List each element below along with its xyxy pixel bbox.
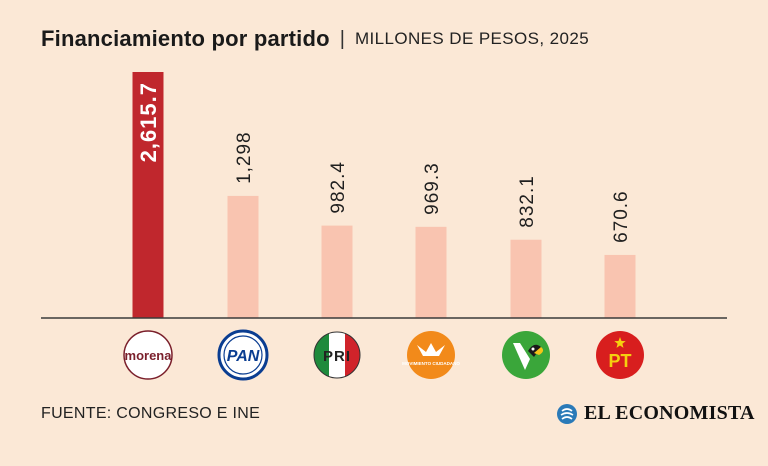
bar xyxy=(604,254,636,318)
chart-subtitle: MILLONES DE PESOS, 2025 xyxy=(354,29,590,48)
pt-logo-icon: PT xyxy=(596,331,644,379)
data-label: 2,615.7 xyxy=(136,82,161,162)
eagle-icon xyxy=(417,343,445,356)
bar xyxy=(510,239,542,318)
data-label: 832.1 xyxy=(517,175,538,228)
brand: EL ECONOMISTA xyxy=(556,402,755,425)
bar xyxy=(227,195,259,318)
pan-logo-icon: PAN xyxy=(217,329,269,381)
pvem-logo-icon xyxy=(502,331,550,379)
mc-logo-text: MOVIMIENTO CIUDADANO xyxy=(402,361,460,366)
star-icon xyxy=(614,337,626,348)
morena-logo-text: morena xyxy=(125,348,173,363)
brand-name: EL ECONOMISTA xyxy=(584,402,755,424)
toucan-icon xyxy=(528,344,541,357)
pt-logo-text: PT xyxy=(608,351,631,371)
bar xyxy=(415,226,447,318)
bar xyxy=(321,225,353,318)
pri-logo-text: PRI xyxy=(323,348,351,365)
chart-title: Financiamiento por partido xyxy=(41,26,330,51)
el-economista-logo-icon xyxy=(557,403,577,424)
source-note: FUENTE: CONGRESO E INE xyxy=(41,405,261,422)
mc-logo-icon: MOVIMIENTO CIUDADANO xyxy=(402,331,460,379)
morena-logo-icon: morena xyxy=(123,330,173,380)
data-label: 982.4 xyxy=(328,161,349,214)
bar xyxy=(132,72,164,318)
data-label: 969.3 xyxy=(422,162,443,215)
data-label: 670.6 xyxy=(611,190,632,243)
data-label: 1,298 xyxy=(234,131,255,184)
title-row: Financiamiento por partido | MILLONES DE… xyxy=(41,22,589,56)
pan-logo-text: PAN xyxy=(227,348,260,365)
pri-logo-icon: PRI xyxy=(313,331,361,379)
title-separator: | xyxy=(339,27,345,50)
